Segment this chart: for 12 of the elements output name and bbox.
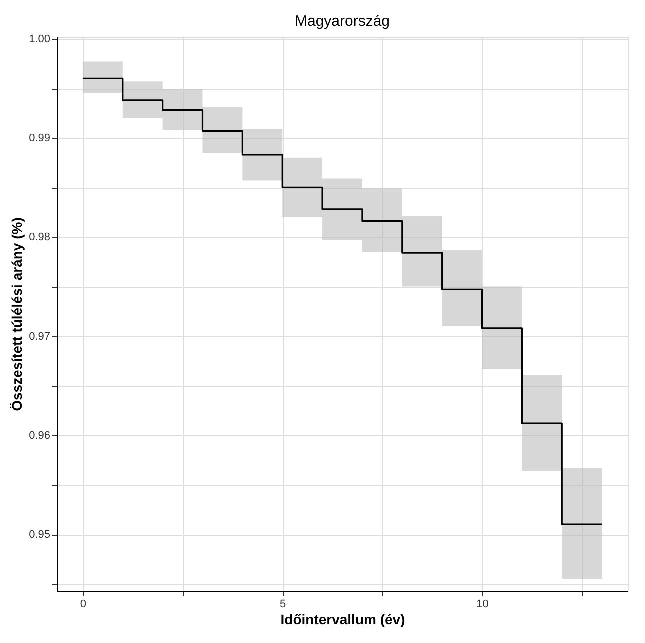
y-tick-label: 0.98: [29, 232, 50, 244]
y-tick-label: 0.97: [29, 330, 50, 343]
x-tick-label: 5: [280, 598, 286, 610]
y-tick-label: 1.00: [29, 33, 50, 46]
x-tick-label: 0: [80, 598, 87, 610]
y-axis-title: Összesített túlélési arány (%): [9, 218, 26, 412]
chart-title: Magyarország: [294, 12, 390, 30]
y-tick-label: 0.96: [29, 430, 50, 442]
x-axis-title: Időintervallum (év): [280, 612, 406, 628]
y-tick-label: 0.99: [29, 132, 50, 145]
x-tick-label: 10: [476, 598, 489, 610]
y-tick-label: 0.95: [29, 529, 50, 542]
